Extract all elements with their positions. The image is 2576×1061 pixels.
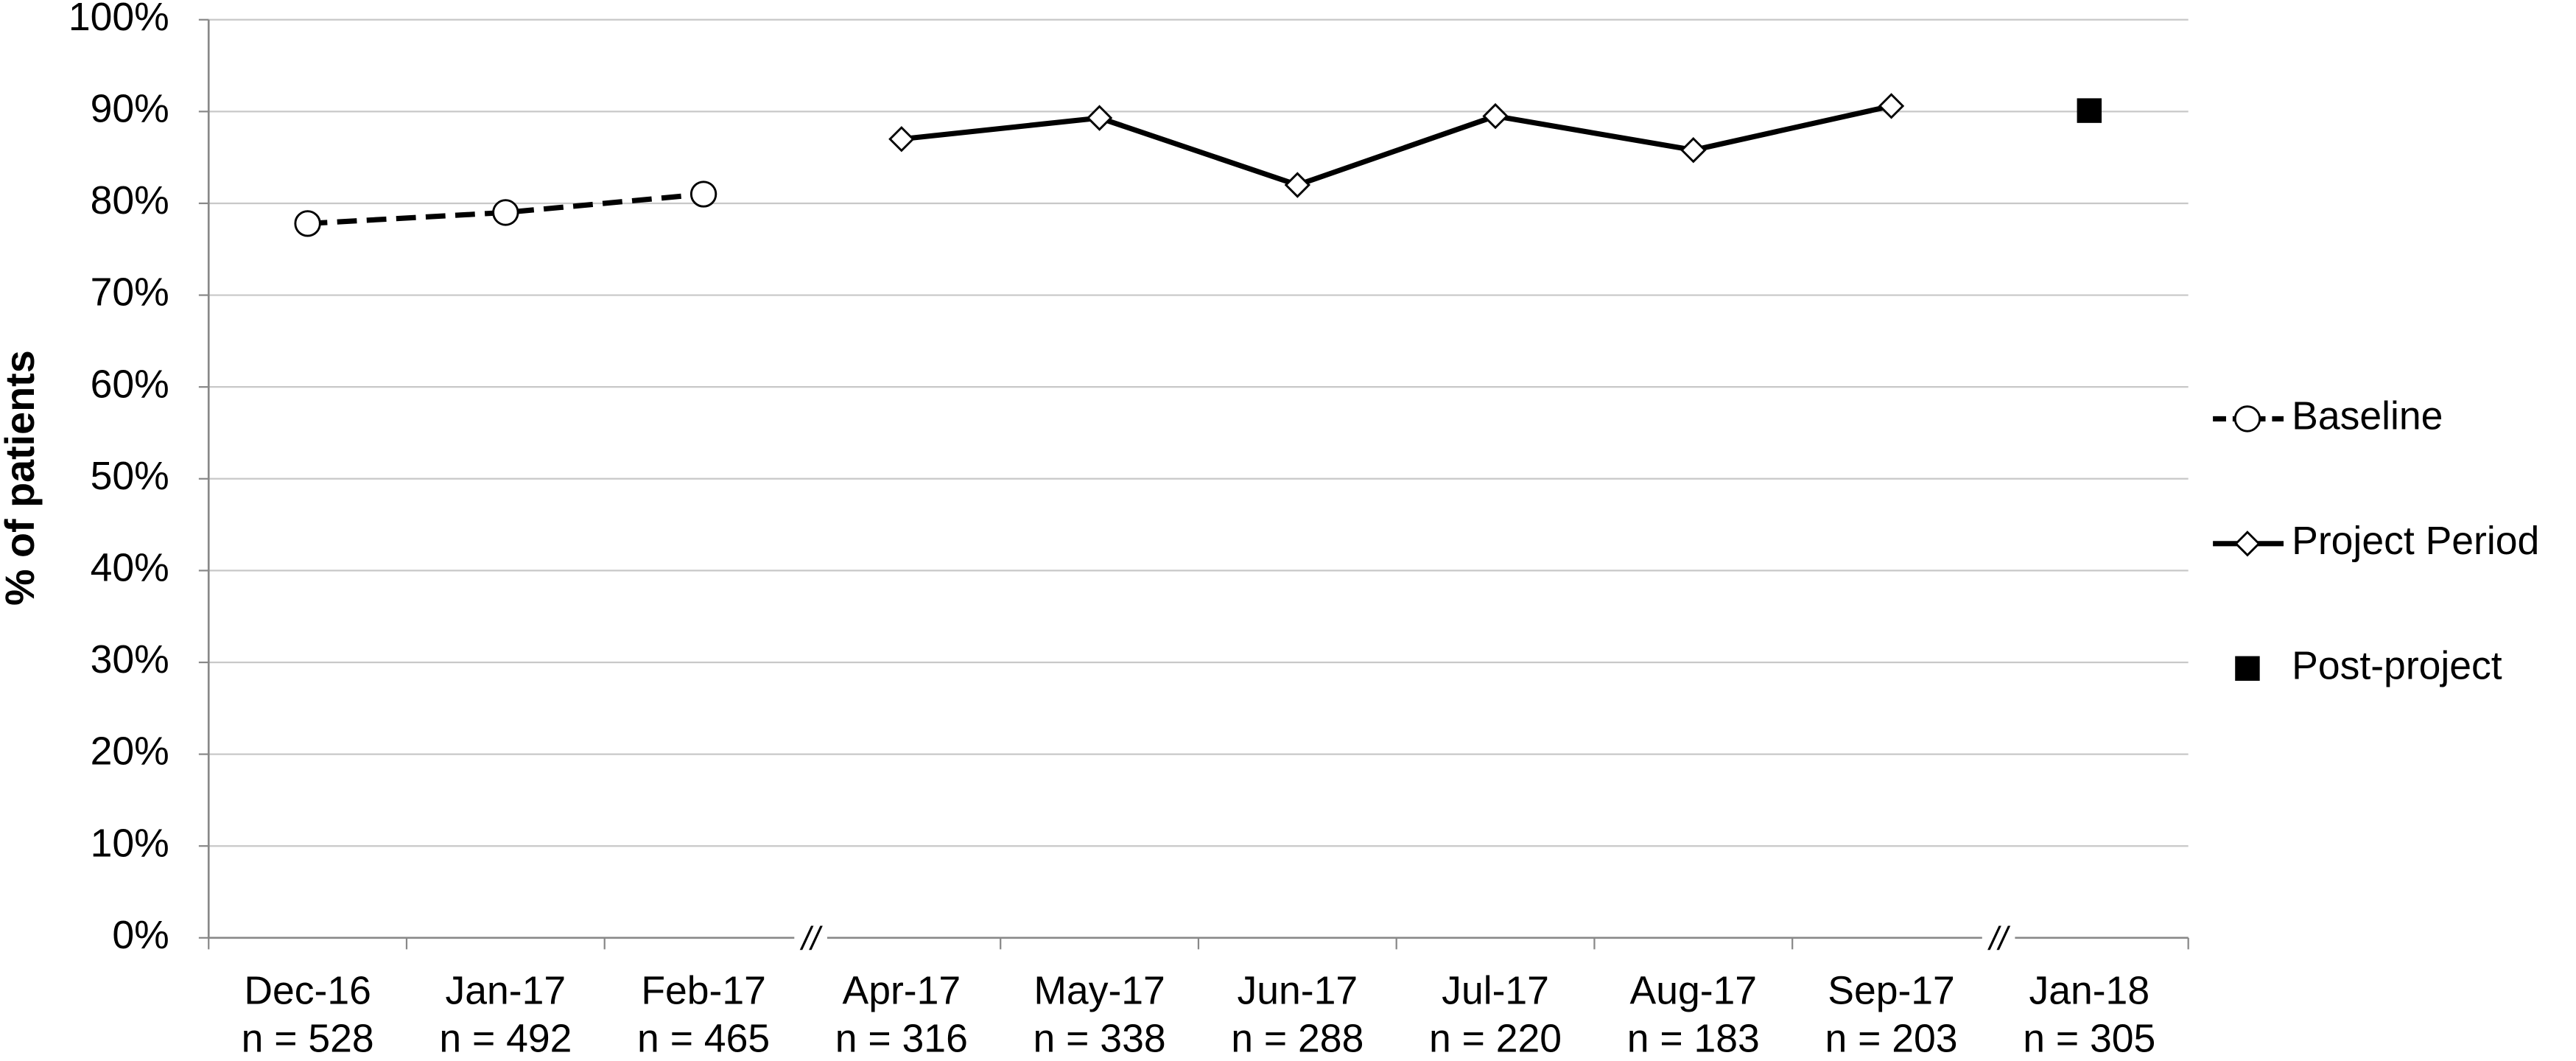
- y-tick-label: 20%: [91, 730, 169, 774]
- axis-break-mask: [794, 924, 827, 951]
- y-tick-label: 10%: [91, 822, 169, 865]
- x-tick-label: May-17: [1033, 970, 1165, 1013]
- x-sample-size: n = 465: [637, 1017, 770, 1060]
- x-sample-size: n = 288: [1231, 1017, 1364, 1060]
- data-point: [1878, 93, 1905, 119]
- y-tick-label: 60%: [91, 363, 169, 406]
- legend-marker: [2234, 530, 2261, 557]
- y-tick-label: 0%: [112, 914, 169, 957]
- series-line: [307, 191, 704, 226]
- x-sample-size: n = 528: [242, 1017, 374, 1060]
- y-tick-label: 50%: [91, 455, 169, 498]
- x-sample-size: n = 338: [1033, 1017, 1166, 1060]
- x-sample-size: n = 492: [439, 1017, 572, 1060]
- data-point: [294, 210, 321, 237]
- x-tick-label: Feb-17: [641, 970, 766, 1013]
- legend-marker: [2235, 656, 2260, 681]
- axis-break: //: [1987, 921, 2011, 957]
- data-point: [1680, 137, 1707, 164]
- x-tick-label: Jan-17: [446, 970, 566, 1013]
- y-tick-label: 30%: [91, 638, 169, 682]
- y-tick-label: 100%: [69, 0, 169, 39]
- data-point: [492, 199, 519, 226]
- data-point: [1482, 102, 1509, 130]
- y-axis-title: % of patients: [0, 350, 43, 606]
- x-tick-label: Sep-17: [1828, 970, 1955, 1013]
- legend-label: Baseline: [2292, 395, 2443, 438]
- data-point: [1284, 172, 1310, 198]
- legend-label: Post-project: [2292, 644, 2502, 687]
- series-line: [901, 103, 1892, 188]
- x-sample-size: n = 316: [835, 1017, 968, 1060]
- x-tick-label: Jul-17: [1442, 970, 1549, 1013]
- x-tick-label: Apr-17: [843, 970, 961, 1013]
- data-point: [888, 126, 915, 153]
- y-tick-label: 90%: [91, 88, 169, 131]
- y-tick-label: 40%: [91, 547, 169, 590]
- y-tick-label: 70%: [91, 271, 169, 315]
- data-point: [1086, 105, 1113, 131]
- x-sample-size: n = 183: [1627, 1017, 1760, 1060]
- data-point: [2077, 98, 2102, 123]
- axis-break-mask: [1982, 924, 2015, 951]
- x-tick-label: Dec-16: [244, 970, 371, 1013]
- legend-marker: [2233, 405, 2261, 433]
- data-point: [689, 181, 717, 208]
- y-tick-label: 80%: [91, 179, 169, 223]
- legend-label: Project Period: [2292, 519, 2539, 563]
- x-tick-label: Aug-17: [1630, 970, 1758, 1013]
- axis-break: //: [799, 921, 823, 957]
- x-sample-size: n = 203: [1825, 1017, 1958, 1060]
- x-sample-size: n = 305: [2023, 1017, 2155, 1060]
- x-sample-size: n = 220: [1429, 1017, 1562, 1060]
- x-tick-label: Jan-18: [2029, 970, 2149, 1013]
- x-tick-label: Jun-17: [1238, 970, 1358, 1013]
